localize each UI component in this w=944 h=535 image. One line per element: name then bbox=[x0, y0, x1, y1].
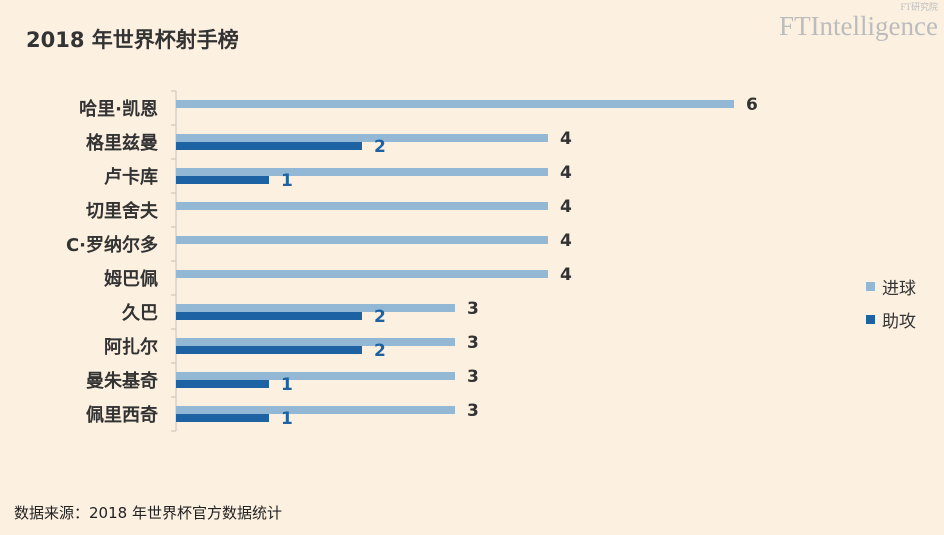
data-label-goals: 4 bbox=[560, 265, 572, 285]
bar-goals bbox=[176, 304, 455, 312]
data-label-goals: 4 bbox=[560, 163, 572, 183]
data-label-goals: 3 bbox=[467, 401, 479, 421]
data-label-goals: 3 bbox=[467, 333, 479, 353]
data-label-goals: 3 bbox=[467, 367, 479, 387]
data-label-assists: 2 bbox=[374, 137, 386, 157]
bar-goals bbox=[176, 168, 548, 176]
category-label: 阿扎尔 bbox=[104, 336, 158, 358]
legend-item-goals: 进球 bbox=[866, 270, 916, 303]
category-label: 曼朱基奇 bbox=[86, 370, 158, 392]
source-note: 数据来源：2018 年世界杯官方数据统计 bbox=[14, 504, 282, 522]
data-label-assists: 1 bbox=[281, 171, 293, 191]
data-label-assists: 1 bbox=[281, 375, 293, 395]
bar-goals bbox=[176, 202, 548, 210]
legend-item-assists: 助攻 bbox=[866, 303, 916, 336]
data-label-goals: 6 bbox=[746, 95, 758, 115]
bar-goals bbox=[176, 236, 548, 244]
bar-assists bbox=[176, 176, 269, 184]
bar-assists bbox=[176, 414, 269, 422]
category-label: C·罗纳尔多 bbox=[66, 234, 158, 256]
category-label: 姆巴佩 bbox=[104, 268, 158, 290]
bar-goals bbox=[176, 270, 548, 278]
legend-swatch-goals bbox=[866, 282, 875, 291]
legend-label-goals: 进球 bbox=[882, 279, 916, 299]
brand-logo: FT研究院 FTIntelligence bbox=[779, 2, 938, 40]
legend: 进球 助攻 bbox=[866, 270, 916, 336]
bar-assists bbox=[176, 312, 362, 320]
brand-main: FTIntelligence bbox=[779, 11, 938, 41]
chart-title: 2018 年世界杯射手榜 bbox=[26, 28, 239, 52]
bar-assists bbox=[176, 380, 269, 388]
category-label: 久巴 bbox=[122, 302, 158, 324]
bar-goals bbox=[176, 100, 734, 108]
bar-goals bbox=[176, 338, 455, 346]
legend-label-assists: 助攻 bbox=[882, 312, 916, 332]
data-label-assists: 2 bbox=[374, 307, 386, 327]
data-label-goals: 3 bbox=[467, 299, 479, 319]
bar-goals bbox=[176, 406, 455, 414]
category-label: 格里兹曼 bbox=[86, 132, 158, 154]
data-label-goals: 4 bbox=[560, 129, 572, 149]
category-label: 切里舍夫 bbox=[86, 200, 159, 222]
legend-swatch-assists bbox=[866, 315, 875, 324]
category-label: 卢卡库 bbox=[104, 166, 158, 188]
data-label-assists: 2 bbox=[374, 341, 386, 361]
data-label-goals: 4 bbox=[560, 197, 572, 217]
category-label: 佩里西奇 bbox=[86, 404, 158, 426]
bar-assists bbox=[176, 142, 362, 150]
category-label: 哈里·凯恩 bbox=[79, 98, 158, 120]
data-label-assists: 1 bbox=[281, 409, 293, 429]
bar-goals bbox=[176, 134, 548, 142]
brand-sub: FT研究院 bbox=[900, 2, 938, 12]
bar-goals bbox=[176, 372, 455, 380]
bar-assists bbox=[176, 346, 362, 354]
data-label-goals: 4 bbox=[560, 231, 572, 251]
